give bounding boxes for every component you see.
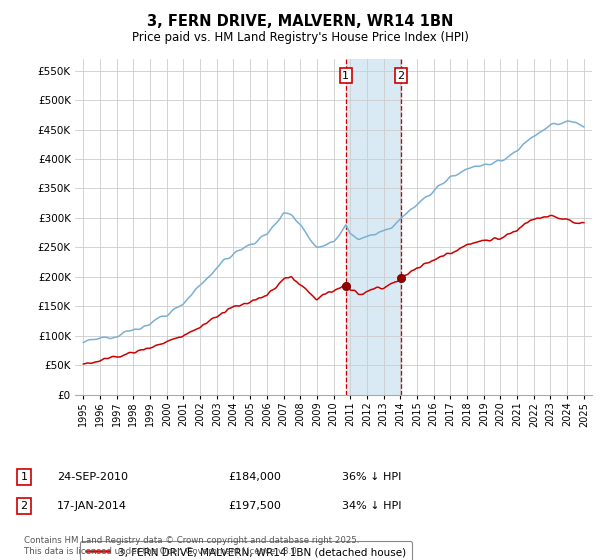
Text: £197,500: £197,500 [228,501,281,511]
Text: £184,000: £184,000 [228,472,281,482]
Text: Price paid vs. HM Land Registry's House Price Index (HPI): Price paid vs. HM Land Registry's House … [131,31,469,44]
Text: 24-SEP-2010: 24-SEP-2010 [57,472,128,482]
Text: 2: 2 [397,71,404,81]
Text: 17-JAN-2014: 17-JAN-2014 [57,501,127,511]
Text: 2: 2 [20,501,28,511]
Text: 36% ↓ HPI: 36% ↓ HPI [342,472,401,482]
Text: 1: 1 [20,472,28,482]
Text: Contains HM Land Registry data © Crown copyright and database right 2025.
This d: Contains HM Land Registry data © Crown c… [24,536,359,556]
Legend: 3, FERN DRIVE, MALVERN, WR14 1BN (detached house), HPI: Average price, detached : 3, FERN DRIVE, MALVERN, WR14 1BN (detach… [80,541,412,560]
Text: 3, FERN DRIVE, MALVERN, WR14 1BN: 3, FERN DRIVE, MALVERN, WR14 1BN [147,14,453,29]
Text: 1: 1 [342,71,349,81]
Text: 34% ↓ HPI: 34% ↓ HPI [342,501,401,511]
Bar [346,59,401,395]
